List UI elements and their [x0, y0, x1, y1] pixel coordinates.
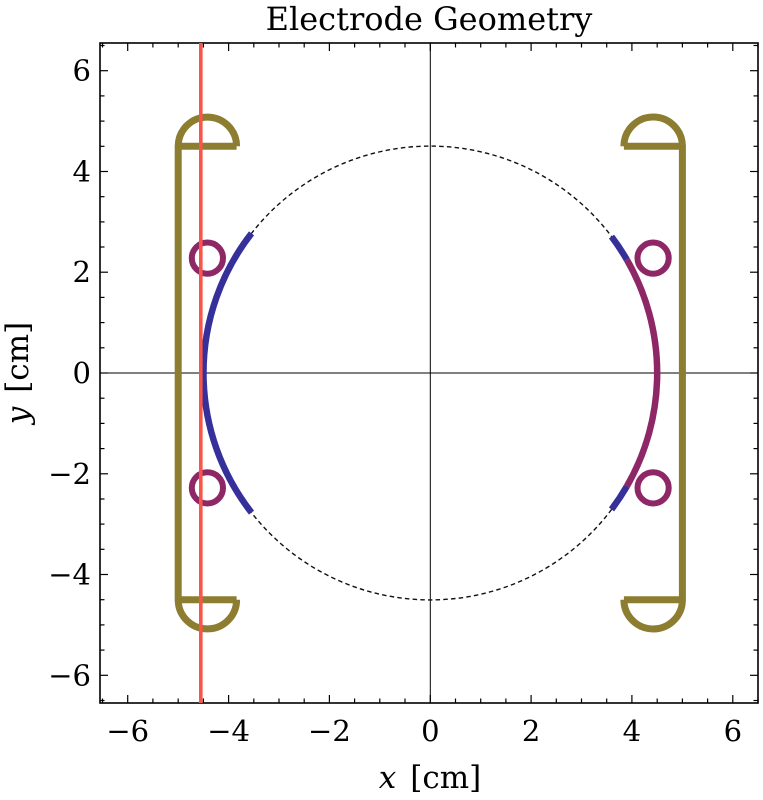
x-tick-label: −6	[106, 714, 149, 748]
x-tick-label: −2	[308, 714, 351, 748]
geometry-layer	[174, 43, 686, 703]
x-tick-label: −4	[207, 714, 250, 748]
x-axis-label-variable: x	[379, 760, 397, 796]
y-axis-label: y [cm]	[0, 322, 36, 426]
y-tick-label: −2	[48, 457, 91, 491]
rod-ring	[634, 239, 672, 277]
y-tick-label: −6	[48, 658, 91, 692]
rod-ring	[634, 469, 672, 507]
x-tick-label: 0	[421, 714, 439, 748]
y-axis-label-unit: [cm]	[0, 322, 36, 393]
right-arc-blue-top	[608, 234, 630, 262]
right-arc-purple	[623, 257, 661, 489]
electrode-bump-up	[620, 113, 686, 147]
electrode-bump-down	[620, 599, 686, 633]
y-axis-label-variable: y	[0, 406, 36, 426]
electrode-bracket-right	[623, 142, 686, 604]
electrode-bump-up	[174, 113, 241, 147]
y-tick-label: 4	[73, 155, 91, 189]
x-tick-label: 2	[522, 714, 540, 748]
x-axis-label: x [cm]	[379, 760, 481, 796]
right-arc-blue-bottom	[608, 484, 630, 512]
rod-ring	[188, 469, 226, 507]
rod-ring	[188, 239, 226, 277]
x-tick-label: 4	[623, 714, 641, 748]
y-tick-label: 6	[73, 54, 91, 88]
electrode-bump-down	[174, 599, 241, 633]
x-axis-label-unit: [cm]	[410, 760, 481, 796]
chart-title: Electrode Geometry	[266, 0, 593, 38]
left-arc-blue	[200, 231, 255, 515]
electrode-bracket-left	[174, 142, 237, 604]
tick-labels-layer: −6 −4 −2 0 2 4 6 −6 −4 −2 0 2 4 6	[48, 54, 742, 748]
y-tick-label: −4	[48, 558, 91, 592]
y-tick-label: 0	[73, 356, 91, 390]
y-tick-label: 2	[73, 255, 91, 289]
x-tick-label: 6	[724, 714, 742, 748]
frame-and-ticks-layer	[99, 42, 759, 704]
